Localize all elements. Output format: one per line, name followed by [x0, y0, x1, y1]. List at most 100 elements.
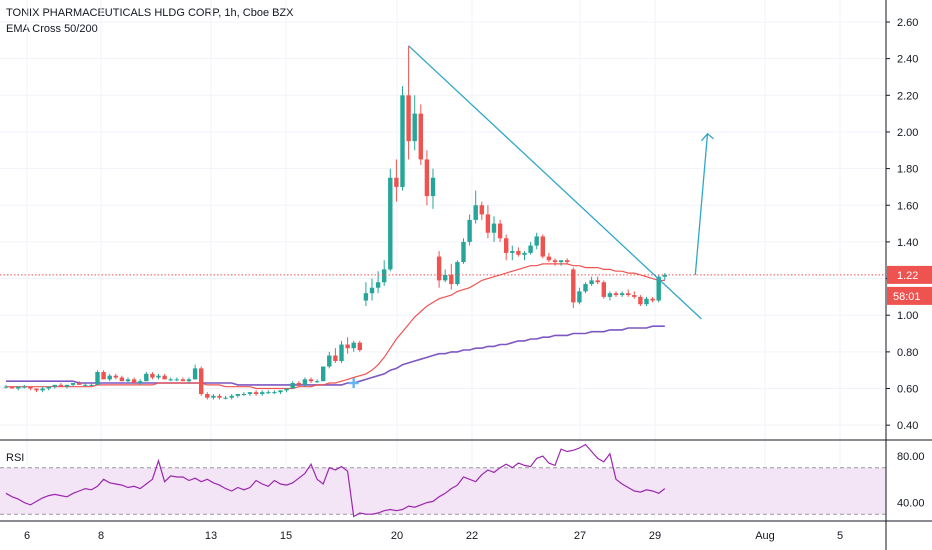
- candle-body: [327, 355, 332, 367]
- candle-body: [345, 344, 350, 349]
- candle-body: [235, 394, 240, 396]
- candle-body: [583, 284, 588, 292]
- candle: [412, 95, 417, 151]
- price-tick-label: 0.60: [897, 384, 918, 396]
- candle-body: [522, 252, 527, 255]
- candle-body: [174, 379, 179, 381]
- candle-body: [333, 355, 338, 362]
- candle: [443, 269, 448, 283]
- candle-body: [186, 379, 192, 382]
- ema50-line: [6, 263, 665, 390]
- candle: [467, 214, 472, 246]
- candle: [632, 291, 637, 299]
- candle-body: [424, 159, 430, 197]
- candle: [9, 386, 15, 389]
- candle-body: [308, 379, 314, 382]
- candle: [650, 296, 655, 303]
- candle: [613, 291, 619, 297]
- candle: [70, 383, 76, 387]
- candle-body: [497, 223, 503, 239]
- candle-body: [34, 388, 39, 391]
- candle-body: [113, 375, 118, 378]
- candle-body: [131, 379, 137, 384]
- candle: [192, 364, 198, 380]
- candle-body: [302, 379, 308, 385]
- candle: [595, 276, 600, 285]
- candle-body: [449, 274, 454, 285]
- candle: [406, 45, 411, 160]
- candle: [382, 260, 387, 286]
- candle-body: [473, 205, 478, 220]
- candle-body: [662, 274, 667, 277]
- candle-body: [89, 384, 94, 386]
- candle: [229, 394, 234, 400]
- candle: [339, 340, 344, 363]
- candle: [95, 370, 100, 385]
- candle: [552, 258, 558, 266]
- candle: [199, 366, 204, 396]
- candle-body: [656, 276, 661, 301]
- candle: [327, 351, 332, 369]
- candle: [619, 291, 625, 297]
- candle-body: [528, 245, 533, 253]
- candle: [46, 386, 51, 391]
- candle-body: [388, 177, 393, 270]
- candle-body: [516, 251, 521, 255]
- candle: [217, 394, 222, 400]
- candle-body: [601, 282, 606, 297]
- candle-body: [144, 373, 149, 382]
- candle: [351, 340, 356, 352]
- candle: [205, 392, 210, 400]
- candle-body: [479, 205, 484, 215]
- candle-body: [461, 241, 466, 263]
- candle-body: [418, 113, 423, 160]
- candle-body: [558, 260, 564, 263]
- candle-body: [375, 282, 381, 288]
- candle-body: [241, 394, 247, 396]
- candle-body: [638, 296, 643, 305]
- candle-body: [607, 293, 613, 297]
- candle-body: [363, 293, 369, 301]
- ema200-series: [6, 325, 665, 386]
- candle: [77, 381, 82, 385]
- candle-body: [650, 298, 655, 301]
- candle-body: [278, 390, 283, 393]
- candle: [144, 372, 149, 382]
- candle: [83, 383, 88, 387]
- candle-body: [205, 394, 210, 398]
- candle-body: [400, 95, 405, 187]
- candle: [473, 190, 478, 224]
- candle: [22, 384, 27, 389]
- candle: [565, 258, 570, 264]
- candle: [34, 388, 39, 393]
- candle-body: [211, 395, 216, 398]
- candle-body: [314, 381, 320, 383]
- candle-body: [565, 260, 570, 263]
- candle-body: [192, 368, 198, 380]
- candle-body: [546, 256, 552, 261]
- candle-body: [223, 397, 228, 399]
- candle: [424, 150, 430, 206]
- candle-body: [369, 287, 375, 294]
- candle: [211, 394, 216, 400]
- candle: [491, 216, 497, 242]
- candle: [272, 390, 277, 395]
- rsi-band: [0, 467, 886, 515]
- candle-body: [64, 384, 70, 387]
- candle: [345, 337, 350, 354]
- candle: [546, 252, 552, 263]
- candle: [321, 366, 326, 382]
- candle: [235, 394, 240, 398]
- candle-body: [406, 95, 411, 142]
- candle: [28, 386, 33, 391]
- candle-body: [217, 395, 222, 398]
- candle-body: [260, 392, 265, 395]
- candle: [504, 234, 509, 261]
- candle: [528, 241, 533, 255]
- candle-body: [266, 392, 271, 394]
- candle: [430, 168, 436, 209]
- candle-body: [284, 388, 289, 391]
- candle-body: [28, 386, 33, 389]
- candle: [16, 386, 21, 391]
